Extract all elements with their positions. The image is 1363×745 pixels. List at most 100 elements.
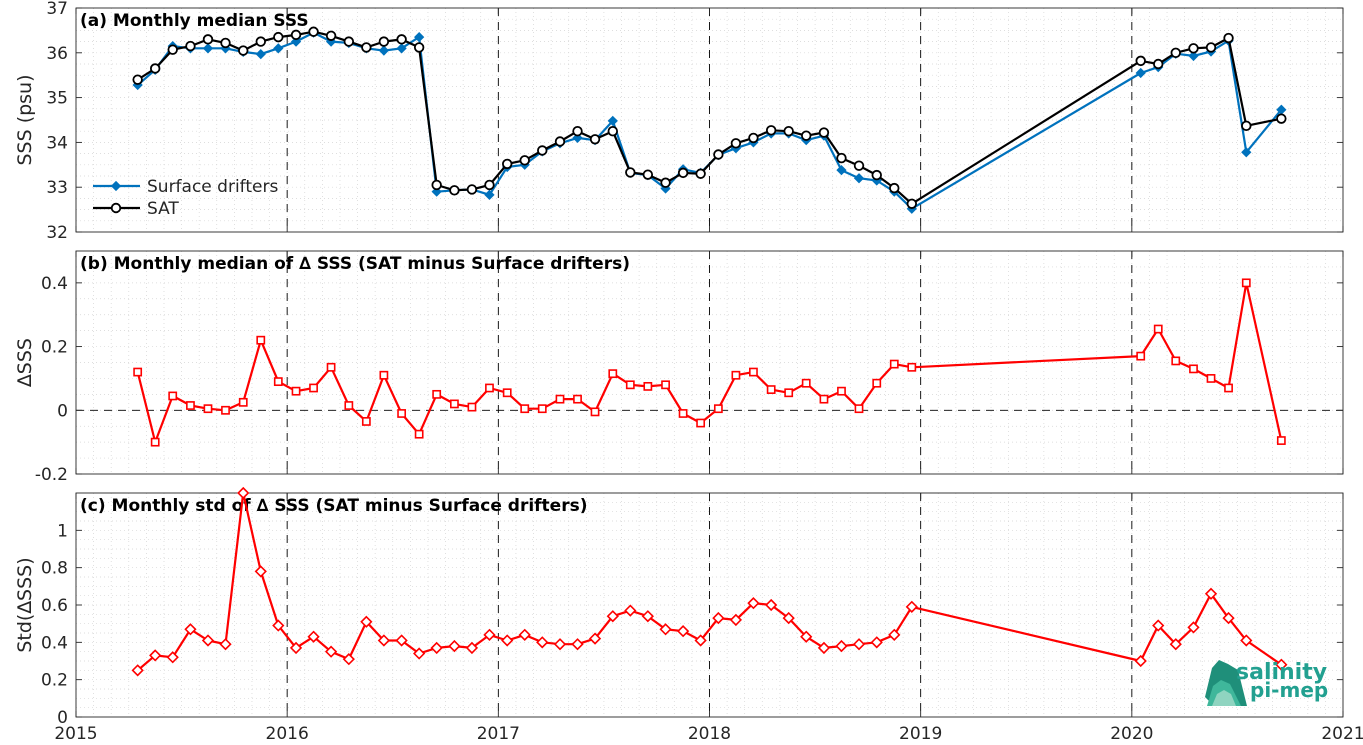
data-point (1275, 658, 1288, 671)
data-point (731, 370, 741, 380)
data-point (272, 619, 285, 632)
y-tick-label: 35 (46, 89, 68, 109)
data-point (906, 198, 917, 209)
data-point (607, 115, 618, 127)
data-point (255, 49, 266, 60)
data-point (889, 182, 900, 194)
y-tick-label: 0.4 (41, 274, 68, 294)
data-point (536, 636, 549, 649)
data-point (133, 367, 143, 377)
data-point (1135, 55, 1146, 67)
data-point (238, 45, 249, 56)
data-point (696, 418, 706, 428)
data-point (852, 638, 866, 651)
data-point (853, 173, 865, 184)
data-point (870, 636, 883, 649)
data-point (167, 44, 178, 55)
data-point (361, 42, 372, 53)
grid (76, 8, 1343, 232)
y-axis-label: ∆SSS (14, 338, 36, 388)
data-point (872, 378, 882, 388)
data-point (642, 169, 654, 180)
data-point (854, 404, 864, 414)
data-point (748, 132, 759, 144)
x-tick-label: 2019 (899, 724, 942, 744)
data-point (818, 127, 830, 138)
data-point (625, 380, 635, 390)
data-point (766, 385, 776, 394)
data-point (377, 634, 391, 647)
data-point (676, 625, 690, 638)
data-point (132, 74, 143, 85)
series-line (136, 281, 1283, 444)
data-point (782, 611, 795, 625)
data-point (889, 359, 899, 369)
data-point (643, 381, 653, 391)
panels: 32 33 34 35 36 37 SSS (psu) (a) Monthly median … (14, 0, 1363, 744)
data-point (537, 145, 548, 156)
data-point (1224, 383, 1233, 393)
y-tick-label: 0.8 (41, 559, 68, 579)
y-tick-label: 33 (46, 178, 68, 198)
data-point (1188, 43, 1199, 54)
y-axis-label: SSS (psu) (14, 74, 36, 165)
data-point (907, 362, 917, 372)
y-tick-label: 1 (57, 521, 68, 541)
data-point (414, 31, 425, 43)
data-point (555, 394, 565, 404)
data-point (661, 380, 670, 390)
legend-label: SAT (147, 199, 179, 219)
data-point (378, 36, 390, 47)
y-axis-label: Std(∆SSS) (14, 557, 36, 652)
data-point (836, 152, 847, 164)
data-point (485, 383, 494, 393)
legend-label: Surface drifters (147, 177, 278, 197)
data-point (255, 36, 266, 47)
data-point (905, 600, 918, 613)
data-point (519, 155, 530, 166)
legend-marker (110, 202, 122, 214)
data-point (413, 647, 426, 660)
data-point (502, 158, 513, 170)
data-point (1188, 50, 1199, 62)
salinity-pi-mep-logo: salinity pi-mep (1205, 660, 1328, 706)
data-point (713, 149, 724, 160)
data-point (1206, 374, 1216, 383)
data-point (659, 623, 672, 636)
data-point (573, 394, 582, 404)
data-point (150, 437, 160, 447)
data-point (1222, 611, 1235, 625)
data-point (712, 611, 725, 625)
data-point (219, 638, 232, 651)
data-point (432, 389, 442, 399)
legend-marker (110, 180, 122, 192)
data-point (624, 604, 637, 617)
data-point (324, 645, 338, 658)
logo-line2: pi-mep (1250, 678, 1328, 702)
data-point (1136, 351, 1146, 361)
data-point (520, 404, 530, 414)
x-tick-label: 2018 (688, 724, 731, 744)
data-point (608, 369, 618, 379)
data-point (484, 189, 495, 200)
data-point (238, 397, 248, 407)
data-point (307, 630, 320, 643)
y-tick-label: 0 (57, 708, 68, 728)
chart-panel-2: -0.2 0 0.2 0.4 ∆SSS (b) Monthly median of ∆ S… (14, 250, 1344, 485)
data-point (765, 598, 778, 612)
data-point (1240, 634, 1253, 647)
data-point (765, 125, 777, 136)
data-point (430, 641, 443, 655)
data-point (201, 634, 215, 647)
panel-title: (a) Monthly median SSS (80, 11, 309, 31)
data-point (203, 404, 213, 414)
data-point (1189, 364, 1198, 374)
series-2 (132, 26, 1287, 209)
x-tick-label: 2015 (54, 724, 97, 744)
data-point (871, 169, 882, 181)
data-point (819, 394, 829, 404)
data-point (309, 383, 318, 393)
data-point (168, 391, 178, 401)
panel-title: (b) Monthly median of ∆ SSS (SAT minus S… (80, 254, 630, 274)
series-1 (131, 486, 1288, 677)
